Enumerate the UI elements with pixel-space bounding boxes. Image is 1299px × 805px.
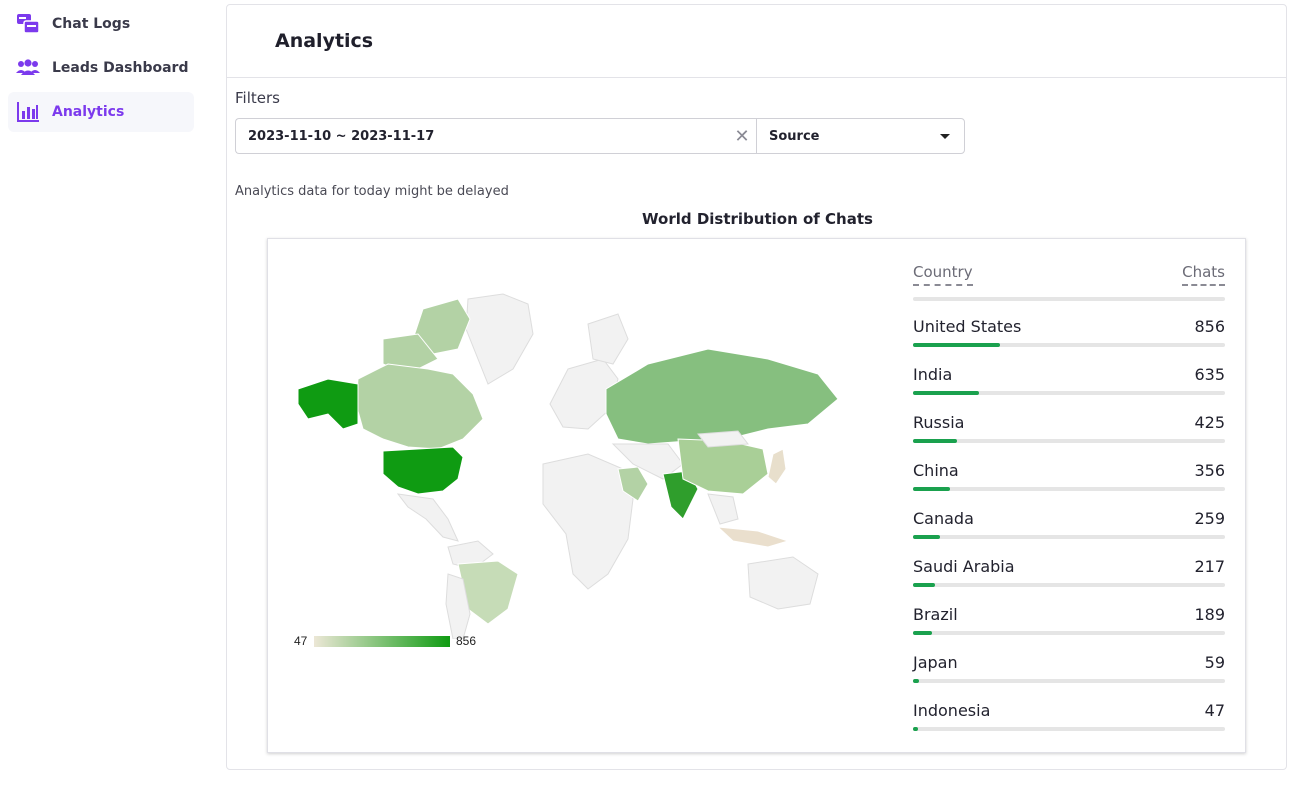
table-row: United States 856 — [913, 301, 1225, 349]
sidebar-item-label: Analytics — [52, 104, 125, 120]
country-name: Indonesia — [913, 701, 991, 720]
table-row: Brazil 189 — [913, 589, 1225, 637]
country-name: Saudi Arabia — [913, 557, 1015, 576]
progress-track — [913, 631, 1225, 635]
country-name: China — [913, 461, 959, 480]
table-row: India 635 — [913, 349, 1225, 397]
source-select-value: Source — [769, 128, 820, 144]
caret-down-icon — [940, 133, 950, 139]
map-country — [465, 293, 534, 385]
color-scale-legend — [314, 636, 450, 647]
map-country — [605, 348, 839, 445]
country-name: United States — [913, 317, 1022, 336]
map-country — [297, 378, 359, 430]
table-row: Russia 425 — [913, 397, 1225, 445]
bar-chart-icon — [16, 101, 40, 123]
progress-track — [913, 727, 1225, 731]
sidebar-item-label: Leads Dashboard — [52, 60, 189, 76]
chart-card: 47 856 Country Chats United States 856 Ind… — [267, 238, 1246, 753]
progress-fill — [913, 583, 935, 587]
table-row: Indonesia 47 — [913, 685, 1225, 733]
users-icon — [16, 57, 40, 79]
progress-fill — [913, 535, 940, 539]
panel-header: Analytics — [227, 5, 1286, 78]
map-country — [747, 556, 819, 610]
sidebar-item-leads-dashboard[interactable]: Leads Dashboard — [8, 48, 194, 88]
sidebar-item-label: Chat Logs — [52, 16, 131, 32]
map-country — [617, 466, 649, 502]
map-country — [542, 453, 634, 590]
chat-count: 425 — [1194, 413, 1225, 432]
header-divider — [913, 297, 1225, 301]
map-country — [382, 333, 439, 375]
map-country — [767, 448, 787, 485]
clear-icon[interactable]: ✕ — [734, 125, 750, 147]
legend-max-label: 856 — [456, 634, 477, 648]
map-country — [707, 493, 739, 525]
table-row: China 356 — [913, 445, 1225, 493]
chat-count: 189 — [1194, 605, 1225, 624]
chat-count: 856 — [1194, 317, 1225, 336]
progress-track — [913, 583, 1225, 587]
progress-track — [913, 391, 1225, 395]
progress-fill — [913, 679, 920, 683]
date-range-picker[interactable]: 2023-11-10 ~ 2023-11-17 ✕ — [235, 118, 757, 154]
delay-notice: Analytics data for today might be delaye… — [235, 184, 509, 199]
map-country — [382, 446, 464, 495]
map-country — [355, 363, 484, 450]
table-row: Japan 59 — [913, 637, 1225, 685]
progress-fill — [913, 343, 1001, 347]
page-title: Analytics — [275, 30, 374, 52]
progress-track — [913, 679, 1225, 683]
country-name: Canada — [913, 509, 974, 528]
map-country — [445, 573, 471, 639]
chat-count: 635 — [1194, 365, 1225, 384]
sidebar: Chat Logs Leads Dashboard — [0, 0, 200, 805]
progress-fill — [913, 631, 933, 635]
progress-track — [913, 535, 1225, 539]
map-country — [587, 313, 629, 365]
country-name: Brazil — [913, 605, 958, 624]
chart-title: World Distribution of Chats — [642, 210, 873, 228]
table-row: Canada 259 — [913, 493, 1225, 541]
country-table: Country Chats United States 856 India 635 Ru… — [913, 261, 1225, 733]
map-country — [396, 493, 459, 542]
chat-logs-icon — [16, 13, 40, 35]
source-select[interactable]: Source — [756, 118, 965, 154]
progress-track — [913, 487, 1225, 491]
column-header-country[interactable]: Country — [913, 263, 973, 286]
filters-label: Filters — [235, 89, 280, 107]
table-header: Country Chats — [913, 261, 1225, 301]
progress-track — [913, 343, 1225, 347]
country-name: Japan — [913, 653, 958, 672]
country-name: Russia — [913, 413, 965, 432]
column-header-chats[interactable]: Chats — [1182, 263, 1225, 286]
world-map — [297, 293, 839, 639]
progress-fill — [913, 391, 979, 395]
table-row: Saudi Arabia 217 — [913, 541, 1225, 589]
chat-count: 259 — [1194, 509, 1225, 528]
chat-count: 59 — [1204, 653, 1225, 672]
country-name: India — [913, 365, 953, 384]
chat-count: 47 — [1204, 701, 1225, 720]
progress-fill — [913, 487, 951, 491]
legend-min-label: 47 — [294, 634, 308, 648]
chat-count: 217 — [1194, 557, 1225, 576]
sidebar-item-chat-logs[interactable]: Chat Logs — [8, 4, 194, 44]
analytics-panel: Analytics Filters 2023-11-10 ~ 2023-11-1… — [226, 4, 1287, 770]
map-country — [716, 526, 790, 548]
chat-count: 356 — [1194, 461, 1225, 480]
sidebar-item-analytics[interactable]: Analytics — [8, 92, 194, 132]
progress-track — [913, 439, 1225, 443]
date-range-value: 2023-11-10 ~ 2023-11-17 — [248, 128, 435, 144]
map-country — [611, 443, 684, 480]
progress-fill — [913, 727, 918, 731]
progress-fill — [913, 439, 957, 443]
map-country — [697, 430, 749, 448]
